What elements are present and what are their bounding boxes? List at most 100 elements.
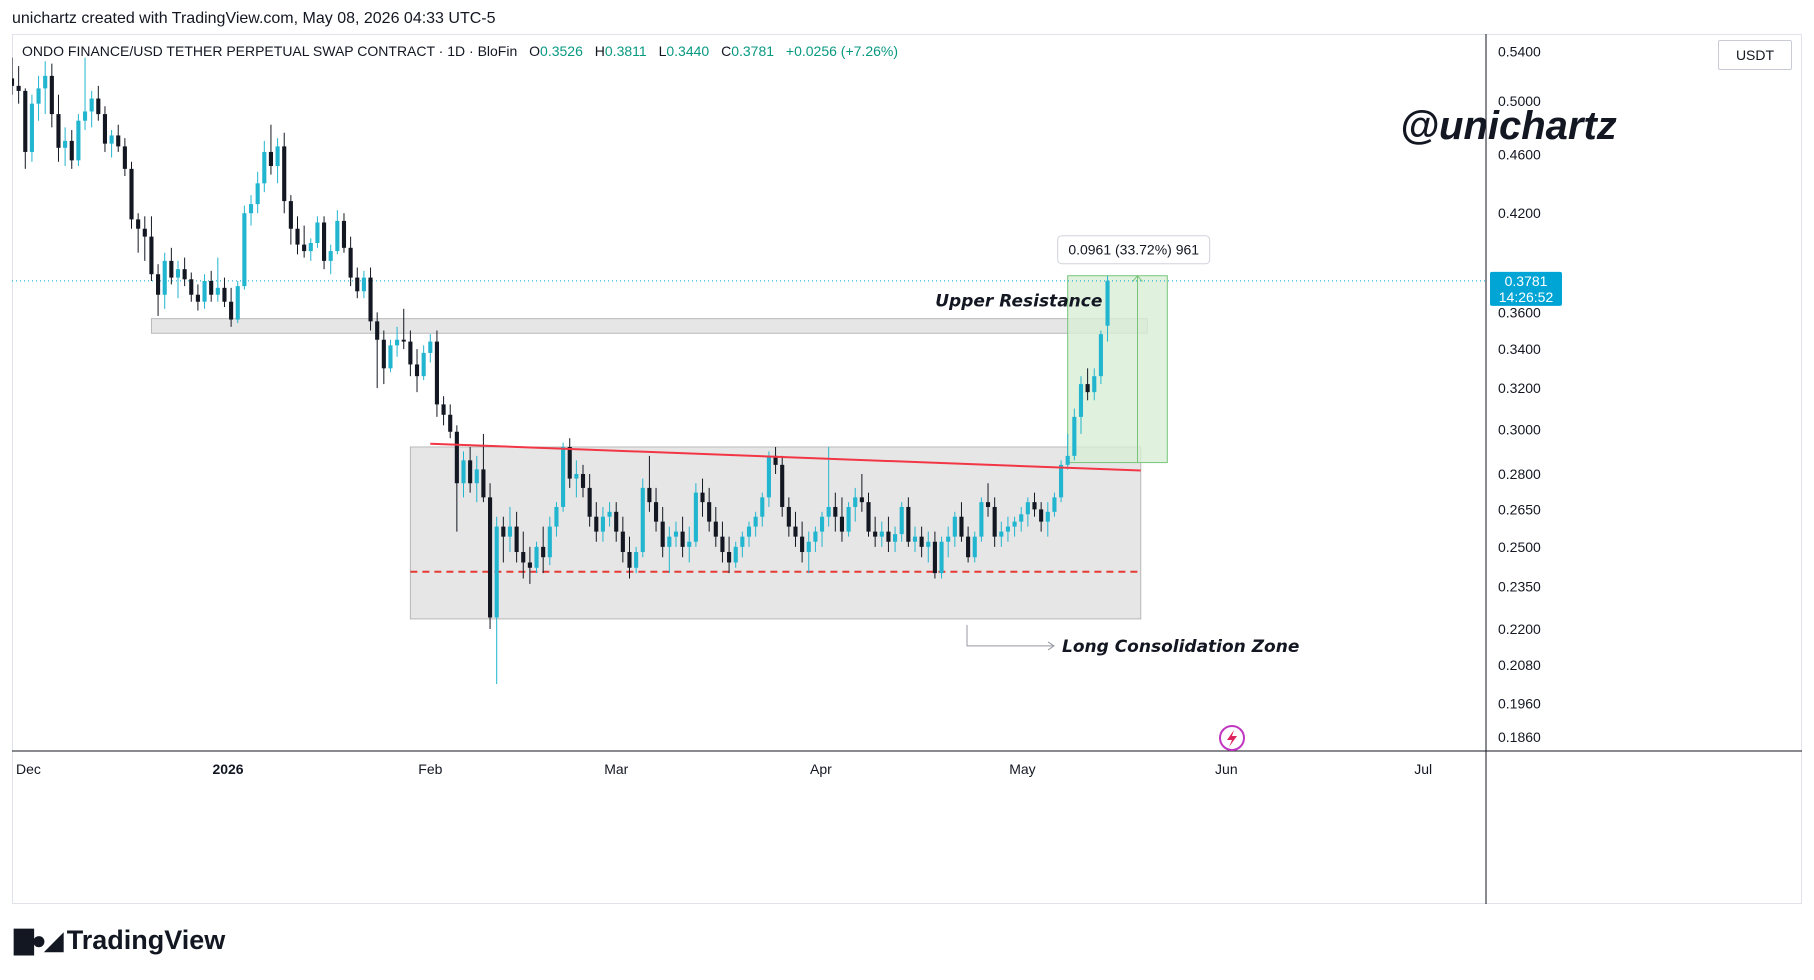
- candle: [600, 506, 605, 542]
- candle-body: [76, 120, 81, 161]
- candle: [547, 516, 552, 566]
- candle-body: [594, 516, 599, 532]
- price-chart[interactable]: 0.0961 (33.72%) 961 Upper Resistance Long …: [12, 34, 1802, 904]
- candle-body: [979, 502, 984, 537]
- legend-close-label: C: [721, 43, 732, 59]
- legend-close-value: 0.3781: [731, 43, 775, 59]
- candle-body: [202, 280, 207, 302]
- candle-body: [1098, 334, 1103, 377]
- candle-body: [1085, 384, 1090, 393]
- candle: [149, 216, 154, 281]
- candle-body: [129, 168, 134, 220]
- candle: [534, 541, 539, 574]
- candle: [156, 264, 161, 316]
- candle: [1045, 502, 1050, 537]
- candle-body: [1005, 526, 1011, 532]
- candle: [819, 511, 825, 547]
- candle-body: [355, 277, 360, 292]
- candle-body: [833, 506, 838, 517]
- candle: [448, 404, 453, 439]
- measure-arrow-head: [1132, 274, 1143, 283]
- candle-body: [149, 236, 154, 275]
- candle: [136, 213, 141, 253]
- candle-body: [156, 274, 161, 295]
- legend-low-value: 0.3440: [666, 43, 710, 59]
- candle-body: [640, 487, 645, 553]
- current-price-label: 0.3781: [1505, 273, 1548, 289]
- candle-body: [627, 552, 632, 568]
- candle: [713, 506, 718, 547]
- candle-body: [1078, 384, 1084, 417]
- candle: [23, 88, 28, 169]
- candle: [514, 511, 519, 563]
- candle-body: [574, 473, 579, 479]
- candle-body: [348, 247, 353, 278]
- candle: [541, 526, 546, 574]
- candle-body: [461, 460, 466, 484]
- candle-body: [727, 552, 732, 563]
- candle-body: [992, 506, 997, 537]
- candle-body: [1025, 502, 1030, 515]
- lightning-icon: [1219, 725, 1245, 751]
- candle: [746, 521, 752, 547]
- candle: [209, 270, 214, 302]
- candle-body: [16, 85, 21, 91]
- candle-body: [939, 541, 944, 574]
- candle-body: [248, 204, 254, 214]
- candle-body: [401, 339, 406, 342]
- candle-body: [328, 251, 333, 261]
- candle-body: [408, 341, 413, 365]
- candle-body: [620, 531, 625, 553]
- candle: [580, 464, 586, 498]
- candle: [1032, 492, 1037, 517]
- candle: [494, 516, 499, 684]
- candle-body: [375, 321, 380, 340]
- candle-body: [740, 536, 745, 547]
- candle: [89, 90, 94, 128]
- candle-body: [893, 534, 898, 542]
- y-tick-label: 0.5000: [1498, 93, 1541, 109]
- candle-body: [487, 497, 493, 618]
- candle-body: [235, 286, 240, 320]
- legend-change-value: +0.0256 (+7.26%): [785, 43, 899, 59]
- candle: [634, 546, 639, 574]
- candle: [1039, 502, 1044, 532]
- y-tick-label: 0.2500: [1498, 539, 1541, 555]
- candle: [846, 502, 851, 537]
- currency-selector[interactable]: USDT: [1718, 40, 1792, 70]
- candle-body: [381, 339, 386, 369]
- candle: [275, 138, 280, 184]
- candle-body: [873, 531, 878, 537]
- candle: [288, 195, 293, 245]
- candle: [255, 171, 260, 214]
- candle-body: [268, 151, 274, 167]
- candle: [727, 536, 732, 574]
- candle: [680, 516, 685, 558]
- candle-body: [102, 114, 108, 144]
- candle-body: [474, 469, 479, 484]
- candle-body: [195, 294, 200, 302]
- candle-body: [169, 260, 174, 278]
- candle: [388, 339, 393, 373]
- candle: [966, 526, 971, 563]
- lightning-icon-bolt: [1227, 730, 1237, 747]
- candle-body: [634, 552, 639, 568]
- candle-body: [959, 516, 964, 537]
- resistance-zone: [150, 318, 1148, 334]
- candle: [215, 257, 220, 302]
- legend-high-value: 0.3811: [604, 43, 647, 59]
- y-tick-label: 0.2200: [1498, 621, 1541, 637]
- tradingview-brand: ▇●◢ TradingView: [14, 925, 225, 956]
- candle-body: [388, 345, 393, 369]
- candle: [1025, 497, 1030, 527]
- candle-body: [707, 502, 712, 522]
- candle-body: [800, 536, 805, 553]
- candle: [395, 326, 400, 357]
- candle: [122, 138, 127, 177]
- y-tick-label: 0.3000: [1498, 422, 1541, 438]
- candle: [527, 546, 532, 584]
- candle-body: [514, 526, 519, 553]
- candle-body: [12, 78, 15, 86]
- candle: [647, 455, 652, 512]
- candle: [428, 334, 433, 363]
